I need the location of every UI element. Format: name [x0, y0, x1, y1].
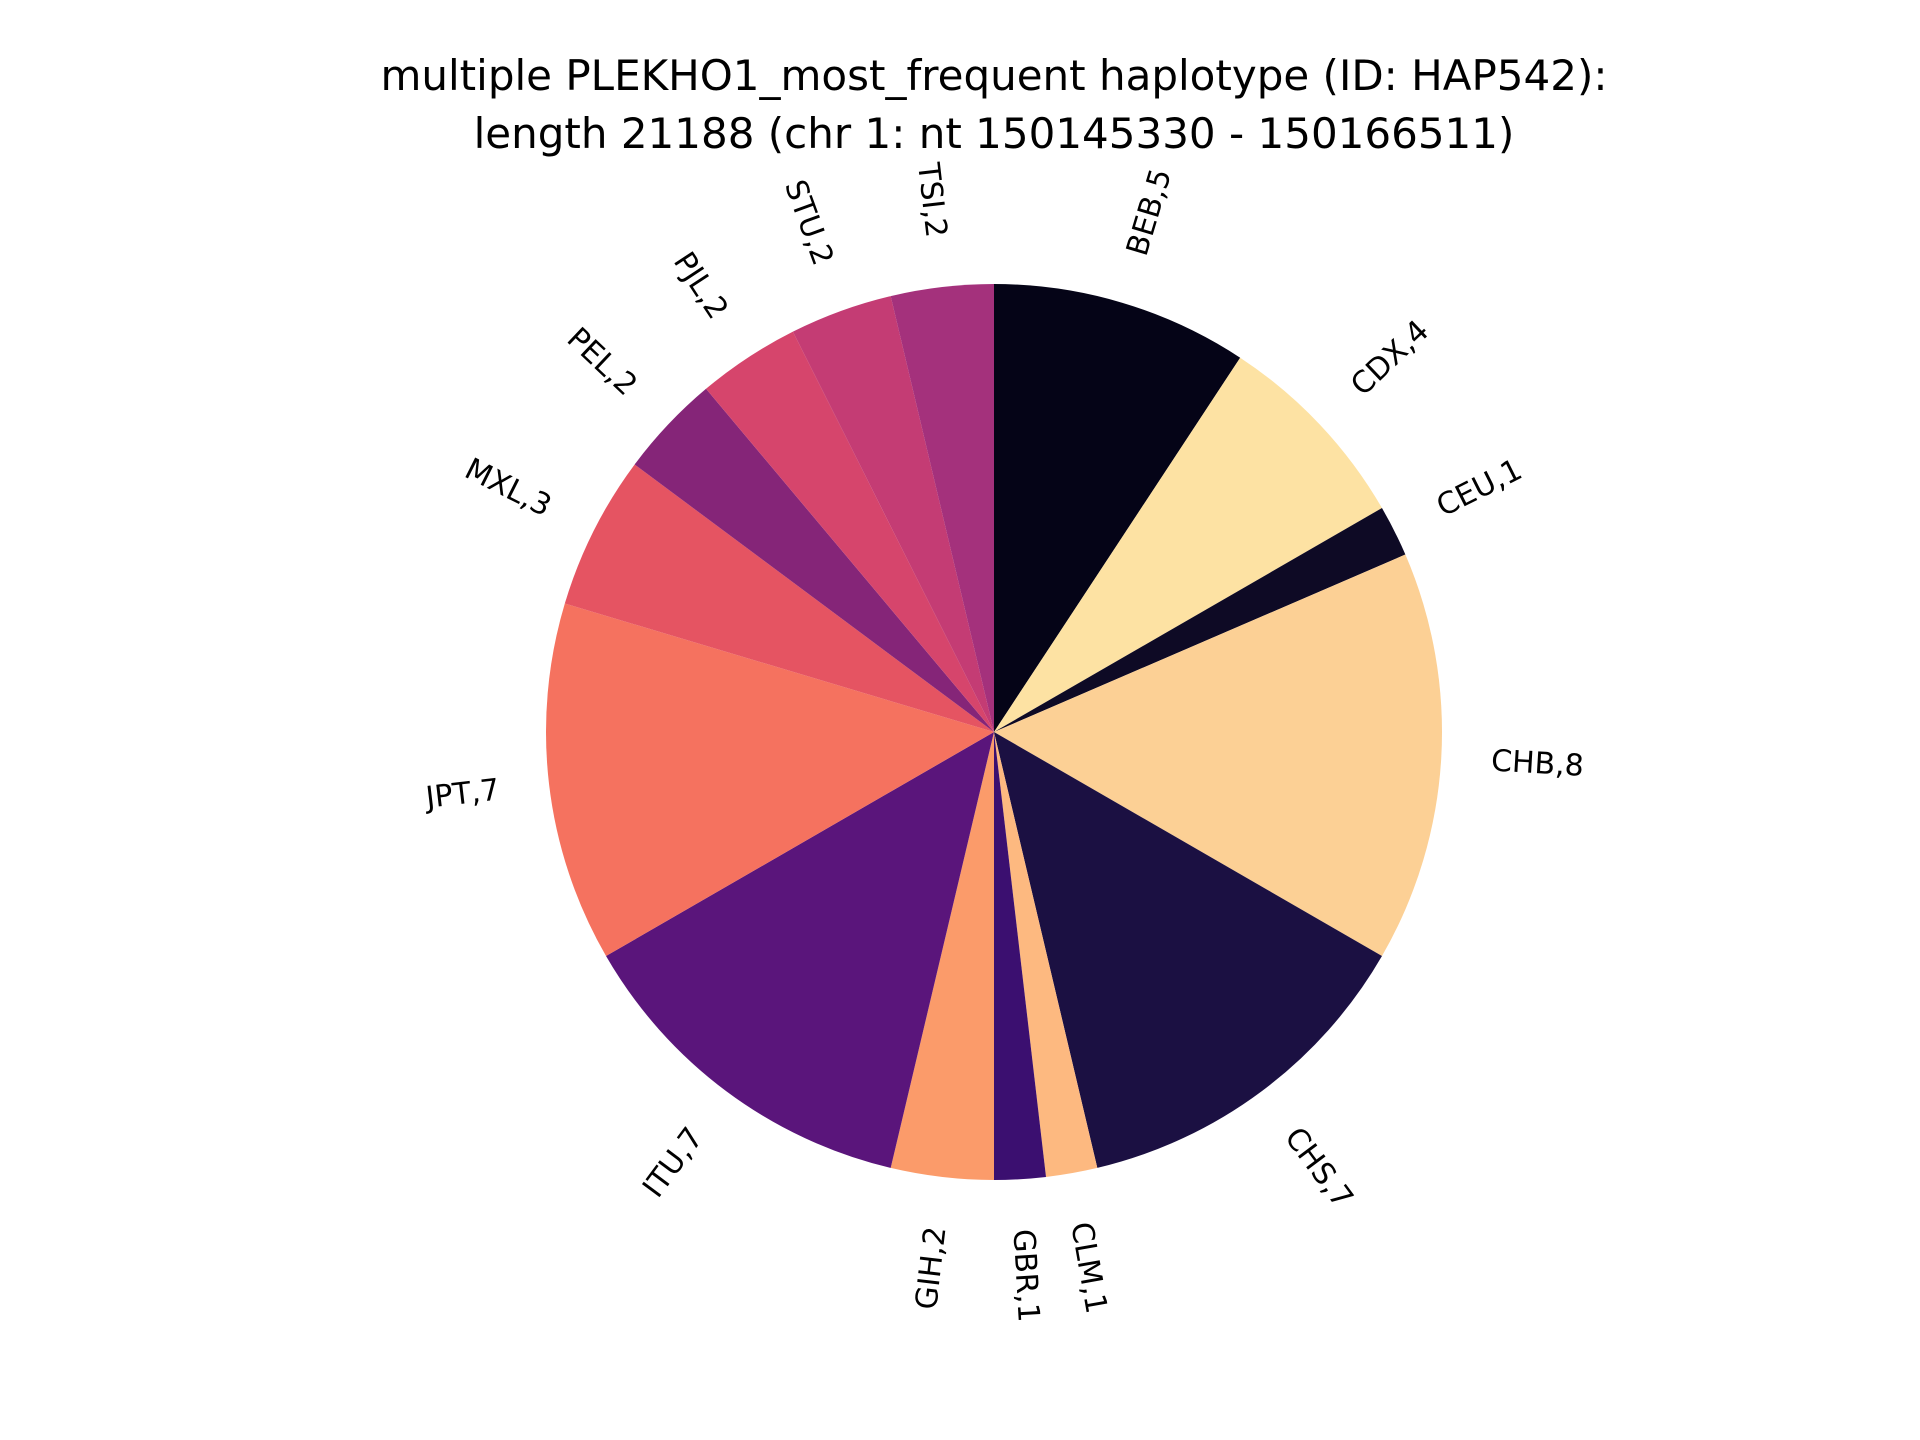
pie-label-ceu: CEU,1	[1431, 452, 1528, 524]
pie-label-stu: STU,2	[777, 175, 840, 270]
pie-label-clm: CLM,1	[1063, 1219, 1113, 1316]
pie-label-tsi: TSI,2	[910, 160, 954, 239]
pie-label-pjl: PJL,2	[666, 246, 735, 326]
pie-label-jpt: JPT,7	[422, 772, 501, 816]
pie-label-cdx: CDX,4	[1344, 314, 1436, 403]
pie-label-gbr: GBR,1	[1005, 1228, 1045, 1323]
pie-label-pel: PEL,2	[560, 321, 644, 403]
pie-label-mxl: MXL,3	[459, 452, 557, 524]
pie-slice-chb	[994, 554, 1443, 956]
chart-title: multiple PLEKHO1_most_frequent haplotype…	[380, 51, 1607, 158]
pie-slice-gih	[890, 732, 994, 1180]
pie-slice-pjl	[706, 331, 994, 732]
chart-title-line-2: length 21188 (chr 1: nt 150145330 - 1501…	[474, 109, 1515, 158]
pie-label-chs: CHS,7	[1277, 1121, 1360, 1215]
pie-slices	[546, 284, 1443, 1180]
pie-slice-jpt	[546, 603, 994, 956]
pie-slice-ceu	[994, 508, 1406, 732]
pie-slice-chs	[994, 732, 1382, 1168]
pie-label-beb: BEB,5	[1120, 165, 1179, 260]
pie-slice-pel	[634, 388, 994, 732]
pie-slice-tsi	[890, 284, 994, 732]
pie-slice-itu	[606, 732, 994, 1168]
pie-slice-cdx	[994, 357, 1382, 732]
chart-title-line-1: multiple PLEKHO1_most_frequent haplotype…	[380, 51, 1607, 100]
pie-slice-mxl	[564, 464, 994, 732]
pie-slice-stu	[792, 296, 994, 732]
pie-slice-beb	[994, 284, 1241, 732]
pie-label-itu: ITU,7	[636, 1121, 711, 1204]
pie-slice-clm	[994, 732, 1098, 1177]
pie-slice-gbr	[994, 732, 1047, 1180]
pie-label-gih: GIH,2	[909, 1225, 953, 1312]
pie-label-chb: CHB,8	[1490, 743, 1585, 783]
